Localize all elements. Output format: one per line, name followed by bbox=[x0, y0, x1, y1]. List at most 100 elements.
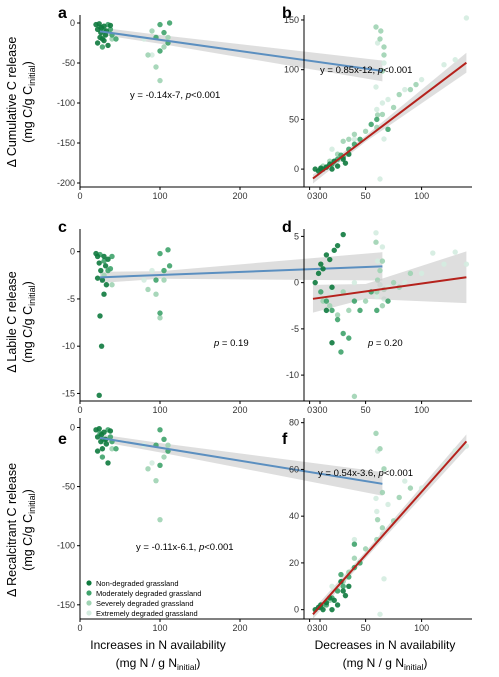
data-point bbox=[342, 592, 349, 599]
data-point bbox=[374, 106, 380, 113]
data-point bbox=[318, 261, 324, 267]
y-tick-label: -5 bbox=[67, 294, 75, 304]
y-tick-label: 20 bbox=[289, 558, 299, 568]
data-point bbox=[94, 275, 101, 281]
data-point bbox=[342, 160, 349, 166]
x-axis-title-left-line1: Increases in N availability bbox=[90, 638, 225, 652]
x-tick-label: 100 bbox=[152, 623, 167, 633]
regression-line-f bbox=[312, 440, 468, 615]
data-point bbox=[340, 583, 346, 589]
x-axis-title-right-line2: (mg N / g Ninitial) bbox=[343, 656, 428, 672]
data-point bbox=[407, 270, 414, 277]
data-point bbox=[157, 48, 163, 54]
data-point bbox=[329, 340, 335, 346]
y-tick-label: -200 bbox=[57, 178, 75, 188]
data-point bbox=[340, 231, 346, 238]
y-tick-label: -10 bbox=[286, 370, 299, 380]
y-tick-label: -50 bbox=[62, 482, 75, 492]
data-point bbox=[329, 166, 335, 172]
data-point bbox=[377, 446, 383, 452]
data-point bbox=[407, 86, 414, 93]
data-point bbox=[385, 298, 391, 304]
data-point bbox=[396, 91, 402, 98]
y-tick-label: 0 bbox=[294, 278, 299, 288]
y-tick-label: 0 bbox=[70, 422, 75, 432]
panel-b: b 0 50 100 0 50 100 150 y = 0.85x-12, p<0.001 bbox=[282, 5, 472, 201]
data-point bbox=[109, 36, 115, 42]
data-point bbox=[96, 425, 102, 432]
data-point bbox=[396, 494, 402, 501]
data-point bbox=[99, 277, 106, 283]
data-point bbox=[379, 100, 386, 106]
data-point bbox=[105, 256, 111, 262]
data-point bbox=[463, 261, 470, 267]
x-tick-label: 50 bbox=[361, 191, 371, 201]
y-tick-label: -50 bbox=[62, 58, 75, 68]
data-point bbox=[99, 454, 106, 460]
data-point bbox=[94, 40, 101, 46]
data-point bbox=[153, 277, 159, 283]
data-point bbox=[377, 176, 383, 182]
data-point bbox=[161, 454, 167, 460]
data-point bbox=[334, 312, 341, 318]
data-point bbox=[323, 307, 330, 314]
data-point bbox=[452, 57, 458, 63]
data-point bbox=[323, 252, 330, 258]
data-point bbox=[463, 443, 470, 449]
data-point bbox=[165, 34, 171, 41]
data-point bbox=[107, 434, 114, 440]
data-point bbox=[351, 555, 358, 561]
data-point bbox=[113, 446, 119, 452]
data-point bbox=[402, 279, 408, 286]
data-point bbox=[94, 448, 101, 454]
data-point bbox=[373, 430, 379, 437]
data-point bbox=[340, 138, 346, 144]
panel-f: f 0 50 100 0 20 40 60 80 y = 0.54x-3.6, p<0.001 bbox=[282, 418, 472, 633]
data-point bbox=[329, 289, 335, 295]
data-point bbox=[379, 489, 386, 496]
data-point bbox=[96, 260, 102, 266]
data-point bbox=[334, 316, 341, 323]
data-point bbox=[157, 462, 163, 468]
data-point bbox=[99, 44, 106, 50]
legend-label-moderately-degraded: Moderately degraded grassland bbox=[96, 589, 201, 598]
panel-letter-a: a bbox=[58, 5, 67, 22]
data-point bbox=[107, 265, 114, 272]
y-tick-label: -150 bbox=[57, 138, 75, 148]
x-tick-label: 100 bbox=[414, 623, 429, 633]
data-point bbox=[98, 267, 104, 274]
data-point bbox=[340, 289, 346, 295]
y-tick-label: 50 bbox=[289, 114, 299, 124]
data-point bbox=[101, 253, 107, 260]
data-point bbox=[381, 136, 387, 142]
x-tick-label: 0 bbox=[77, 191, 82, 201]
data-point bbox=[320, 266, 326, 272]
y-tick-label: 100 bbox=[284, 65, 299, 75]
data-point bbox=[368, 121, 374, 128]
data-point bbox=[94, 253, 101, 260]
data-point bbox=[402, 478, 408, 484]
data-point bbox=[418, 270, 425, 277]
data-point bbox=[346, 307, 352, 314]
data-point bbox=[381, 60, 387, 66]
data-point bbox=[166, 20, 173, 26]
y-tick-label: 5 bbox=[294, 231, 299, 241]
regression-line-c bbox=[99, 265, 383, 279]
annotation-c: p = 0.19 bbox=[213, 338, 249, 349]
x-tick-label: 50 bbox=[361, 623, 371, 633]
x-tick-label: 0 bbox=[77, 405, 82, 415]
annotation-a: y = -0.14x-7, p<0.001 bbox=[130, 90, 220, 101]
data-point bbox=[96, 392, 102, 399]
data-point bbox=[94, 434, 101, 440]
data-point bbox=[407, 485, 414, 491]
data-point bbox=[161, 29, 167, 36]
x-tick-label: 100 bbox=[414, 405, 429, 415]
data-point bbox=[145, 52, 151, 58]
y-tick-label: -100 bbox=[57, 541, 75, 551]
data-point bbox=[441, 261, 447, 267]
data-point bbox=[351, 298, 358, 304]
data-point bbox=[385, 126, 391, 133]
